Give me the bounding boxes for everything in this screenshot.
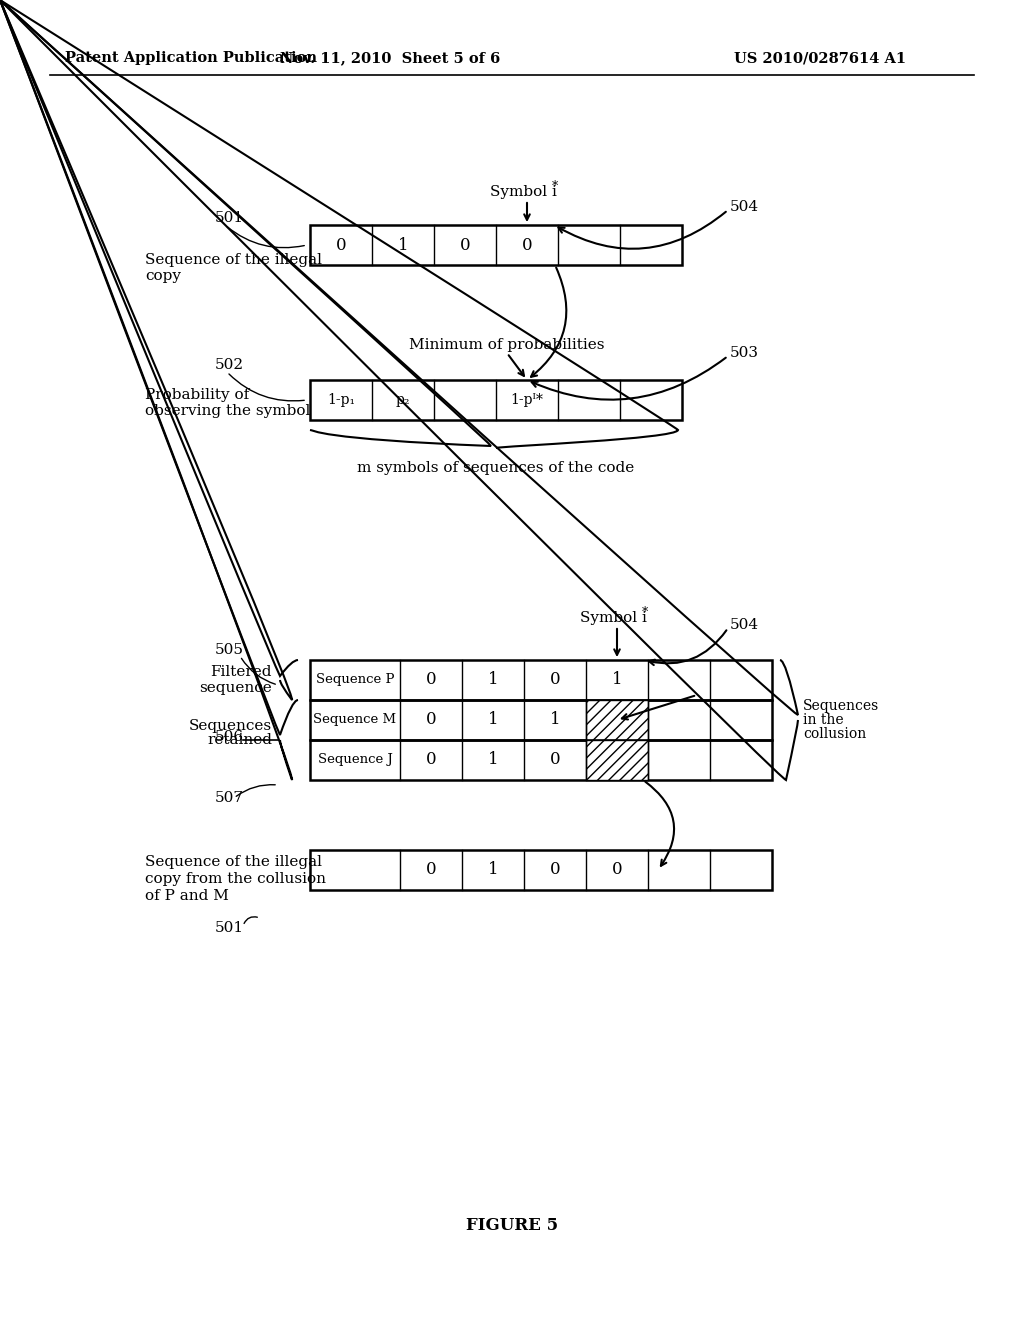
Text: 0: 0 (460, 236, 470, 253)
Bar (310, 380, 682, 420)
Text: 0: 0 (550, 751, 560, 768)
Text: 503: 503 (730, 346, 759, 360)
Text: 1-pᴵ*: 1-pᴵ* (511, 393, 544, 407)
Text: Patent Application Publication: Patent Application Publication (65, 51, 317, 65)
Text: Nov. 11, 2010  Sheet 5 of 6: Nov. 11, 2010 Sheet 5 of 6 (280, 51, 500, 65)
Text: *: * (642, 606, 648, 619)
Text: Sequences: Sequences (188, 719, 272, 733)
Bar (310, 741, 772, 780)
Text: Filtered: Filtered (211, 665, 272, 678)
Text: US 2010/0287614 A1: US 2010/0287614 A1 (734, 51, 906, 65)
Text: Sequence of the illegal: Sequence of the illegal (145, 855, 322, 869)
Text: Sequence of the illegal
copy: Sequence of the illegal copy (145, 253, 322, 284)
Text: 506: 506 (215, 730, 244, 744)
Text: *: * (552, 181, 558, 194)
Text: 0: 0 (426, 711, 436, 729)
Text: 0: 0 (521, 236, 532, 253)
Text: 1: 1 (487, 862, 499, 879)
Text: collusion: collusion (803, 727, 866, 741)
Text: in the: in the (803, 713, 844, 727)
Text: Sequence J: Sequence J (317, 754, 392, 767)
Bar (310, 850, 772, 890)
Text: 0: 0 (336, 236, 346, 253)
Text: 1: 1 (611, 672, 623, 689)
Text: Sequence M: Sequence M (313, 714, 396, 726)
Bar (310, 224, 682, 265)
Text: Symbol i: Symbol i (580, 611, 646, 624)
Text: 1: 1 (487, 672, 499, 689)
Text: FIGURE 5: FIGURE 5 (466, 1217, 558, 1233)
Text: 507: 507 (215, 791, 244, 805)
Bar (310, 660, 772, 700)
Text: copy from the collusion: copy from the collusion (145, 873, 326, 886)
Text: Sequence P: Sequence P (315, 673, 394, 686)
Bar (586, 700, 648, 741)
Text: 0: 0 (426, 751, 436, 768)
Text: sequence: sequence (200, 681, 272, 696)
Text: 0: 0 (426, 672, 436, 689)
Text: 0: 0 (426, 862, 436, 879)
Text: 0: 0 (550, 862, 560, 879)
Text: 502: 502 (215, 358, 244, 372)
Text: 1: 1 (487, 711, 499, 729)
Text: 1: 1 (487, 751, 499, 768)
Text: 501: 501 (215, 921, 244, 935)
Text: Symbol i: Symbol i (489, 185, 556, 199)
Text: 0: 0 (550, 672, 560, 689)
Text: retained: retained (207, 733, 272, 747)
Text: Minimum of probabilities: Minimum of probabilities (410, 338, 605, 352)
Text: m symbols of sequences of the code: m symbols of sequences of the code (357, 461, 635, 475)
Text: 504: 504 (730, 201, 759, 214)
Text: 0: 0 (611, 862, 623, 879)
Text: 504: 504 (730, 618, 759, 632)
Text: 1: 1 (397, 236, 409, 253)
Text: 1-p₁: 1-p₁ (327, 393, 355, 407)
Text: Sequences: Sequences (803, 700, 880, 713)
Text: 501: 501 (215, 211, 244, 224)
Bar (586, 741, 648, 780)
Text: 1: 1 (550, 711, 560, 729)
Text: 505: 505 (215, 643, 244, 657)
Text: of P and M: of P and M (145, 888, 229, 903)
Text: p₂: p₂ (395, 393, 411, 407)
Bar (310, 700, 772, 741)
Text: Probability of
observing the symbol: Probability of observing the symbol (145, 388, 310, 418)
